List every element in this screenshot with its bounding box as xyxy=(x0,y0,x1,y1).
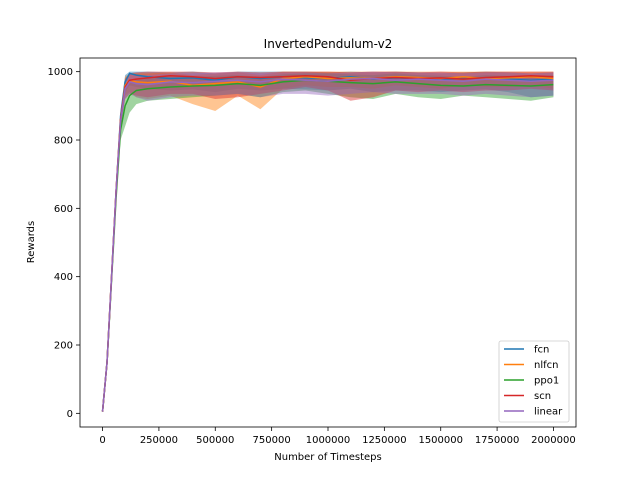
y-tick-label: 800 xyxy=(54,136,73,147)
series-lines xyxy=(101,72,554,412)
legend: fcn nlfcn ppo1 scn linear xyxy=(498,340,570,423)
line-ppo1 xyxy=(101,79,554,412)
y-tick-label: 400 xyxy=(54,272,73,283)
x-tick-label: 2000000 xyxy=(531,435,576,446)
x-tick-label: 250000 xyxy=(140,435,178,446)
legend-label-nlfcn: nlfcn xyxy=(534,360,558,371)
x-tick-label: 0 xyxy=(99,435,105,446)
x-tick-label: 1750000 xyxy=(475,435,520,446)
legend-label-linear: linear xyxy=(534,407,563,418)
chart-title: InvertedPendulum-v2 xyxy=(264,37,393,51)
x-tick-label: 1000000 xyxy=(306,435,351,446)
x-axis-ticks: 0 250000 500000 750000 1000000 1250000 1500000… xyxy=(99,427,576,446)
x-tick-label: 750000 xyxy=(253,435,291,446)
x-axis-label: Number of Timesteps xyxy=(274,452,381,463)
legend-label-scn: scn xyxy=(534,391,551,402)
legend-box xyxy=(498,340,570,423)
y-tick-label: 0 xyxy=(67,409,73,420)
legend-label-ppo1: ppo1 xyxy=(534,376,559,387)
y-tick-label: 600 xyxy=(54,204,73,215)
y-axis-ticks: 0 200 400 600 800 1000 xyxy=(48,67,80,420)
y-tick-label: 1000 xyxy=(48,67,73,78)
x-tick-label: 500000 xyxy=(196,435,234,446)
legend-label-fcn: fcn xyxy=(534,345,549,356)
x-tick-label: 1500000 xyxy=(418,435,463,446)
line-linear xyxy=(101,77,554,412)
y-axis-label: Rewards xyxy=(26,221,37,263)
y-tick-label: 200 xyxy=(54,341,73,352)
x-tick-label: 1250000 xyxy=(362,435,407,446)
